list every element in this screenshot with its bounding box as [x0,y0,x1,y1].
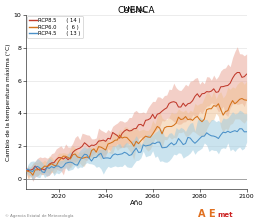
Text: ANUAL: ANUAL [124,7,148,13]
Y-axis label: Cambio de la temperatura máxima (°C): Cambio de la temperatura máxima (°C) [5,43,11,161]
Text: © Agencia Estatal de Meteorología: © Agencia Estatal de Meteorología [5,214,74,218]
Legend: RCP8.5      ( 14 ), RCP6.0      (  6 ), RCP4.5      ( 13 ): RCP8.5 ( 14 ), RCP6.0 ( 6 ), RCP4.5 ( 13… [27,16,83,38]
X-axis label: Año: Año [129,200,143,206]
Text: E: E [208,209,214,218]
Text: met: met [217,212,233,218]
Text: A: A [198,209,205,218]
Title: CUENCA: CUENCA [118,5,155,15]
